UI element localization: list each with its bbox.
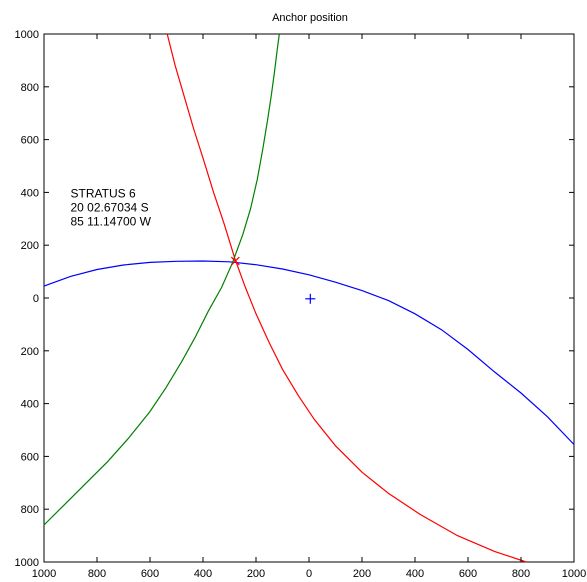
marker-layer [230, 256, 316, 304]
y-tick-label: 1000 [15, 557, 39, 569]
y-tick-label: 200 [21, 346, 39, 358]
series-layer [43, 33, 575, 563]
y-tick-label: 800 [21, 82, 39, 94]
y-tick-label: 600 [21, 451, 39, 463]
series-line-1 [166, 33, 527, 563]
x-tick-label: 200 [247, 568, 265, 580]
tick-layer: 1000 800 600 400 200 0 200 400 600 800 10001000800… [15, 29, 587, 580]
station-annotation-line-1: 20 02.67034 S [71, 201, 149, 215]
station-annotation-line-2: 85 11.14700 W [71, 215, 152, 229]
y-tick-label: 600 [21, 135, 39, 147]
plot-frame [43, 33, 575, 563]
y-tick-label: 400 [21, 399, 39, 411]
series-line-0 [43, 260, 575, 445]
chart-title: Anchor position [272, 12, 348, 24]
station-annotation-line-0: STRATUS 6 [71, 187, 136, 201]
x-tick-label: 800 [512, 568, 530, 580]
y-tick-label: 200 [21, 240, 39, 252]
x-tick-label: 400 [406, 568, 424, 580]
x-tick-label: 800 [88, 568, 106, 580]
origin-plus-marker [305, 293, 316, 304]
y-tick-label: 0 [33, 293, 39, 305]
intersection-x-marker [230, 256, 240, 266]
x-tick-label: 0 [306, 568, 312, 580]
x-tick-label: 600 [141, 568, 159, 580]
x-tick-label: 600 [459, 568, 477, 580]
y-tick-label: 1000 [15, 29, 39, 41]
station-annotation: STRATUS 620 02.67034 S85 11.14700 W [71, 187, 152, 229]
y-tick-label: 800 [21, 504, 39, 516]
x-tick-label: 1000 [32, 568, 56, 580]
series-line-2 [43, 33, 280, 526]
x-tick-label: 400 [194, 568, 212, 580]
x-tick-label: 1000 [562, 568, 586, 580]
x-tick-label: 200 [353, 568, 371, 580]
y-tick-label: 400 [21, 187, 39, 199]
